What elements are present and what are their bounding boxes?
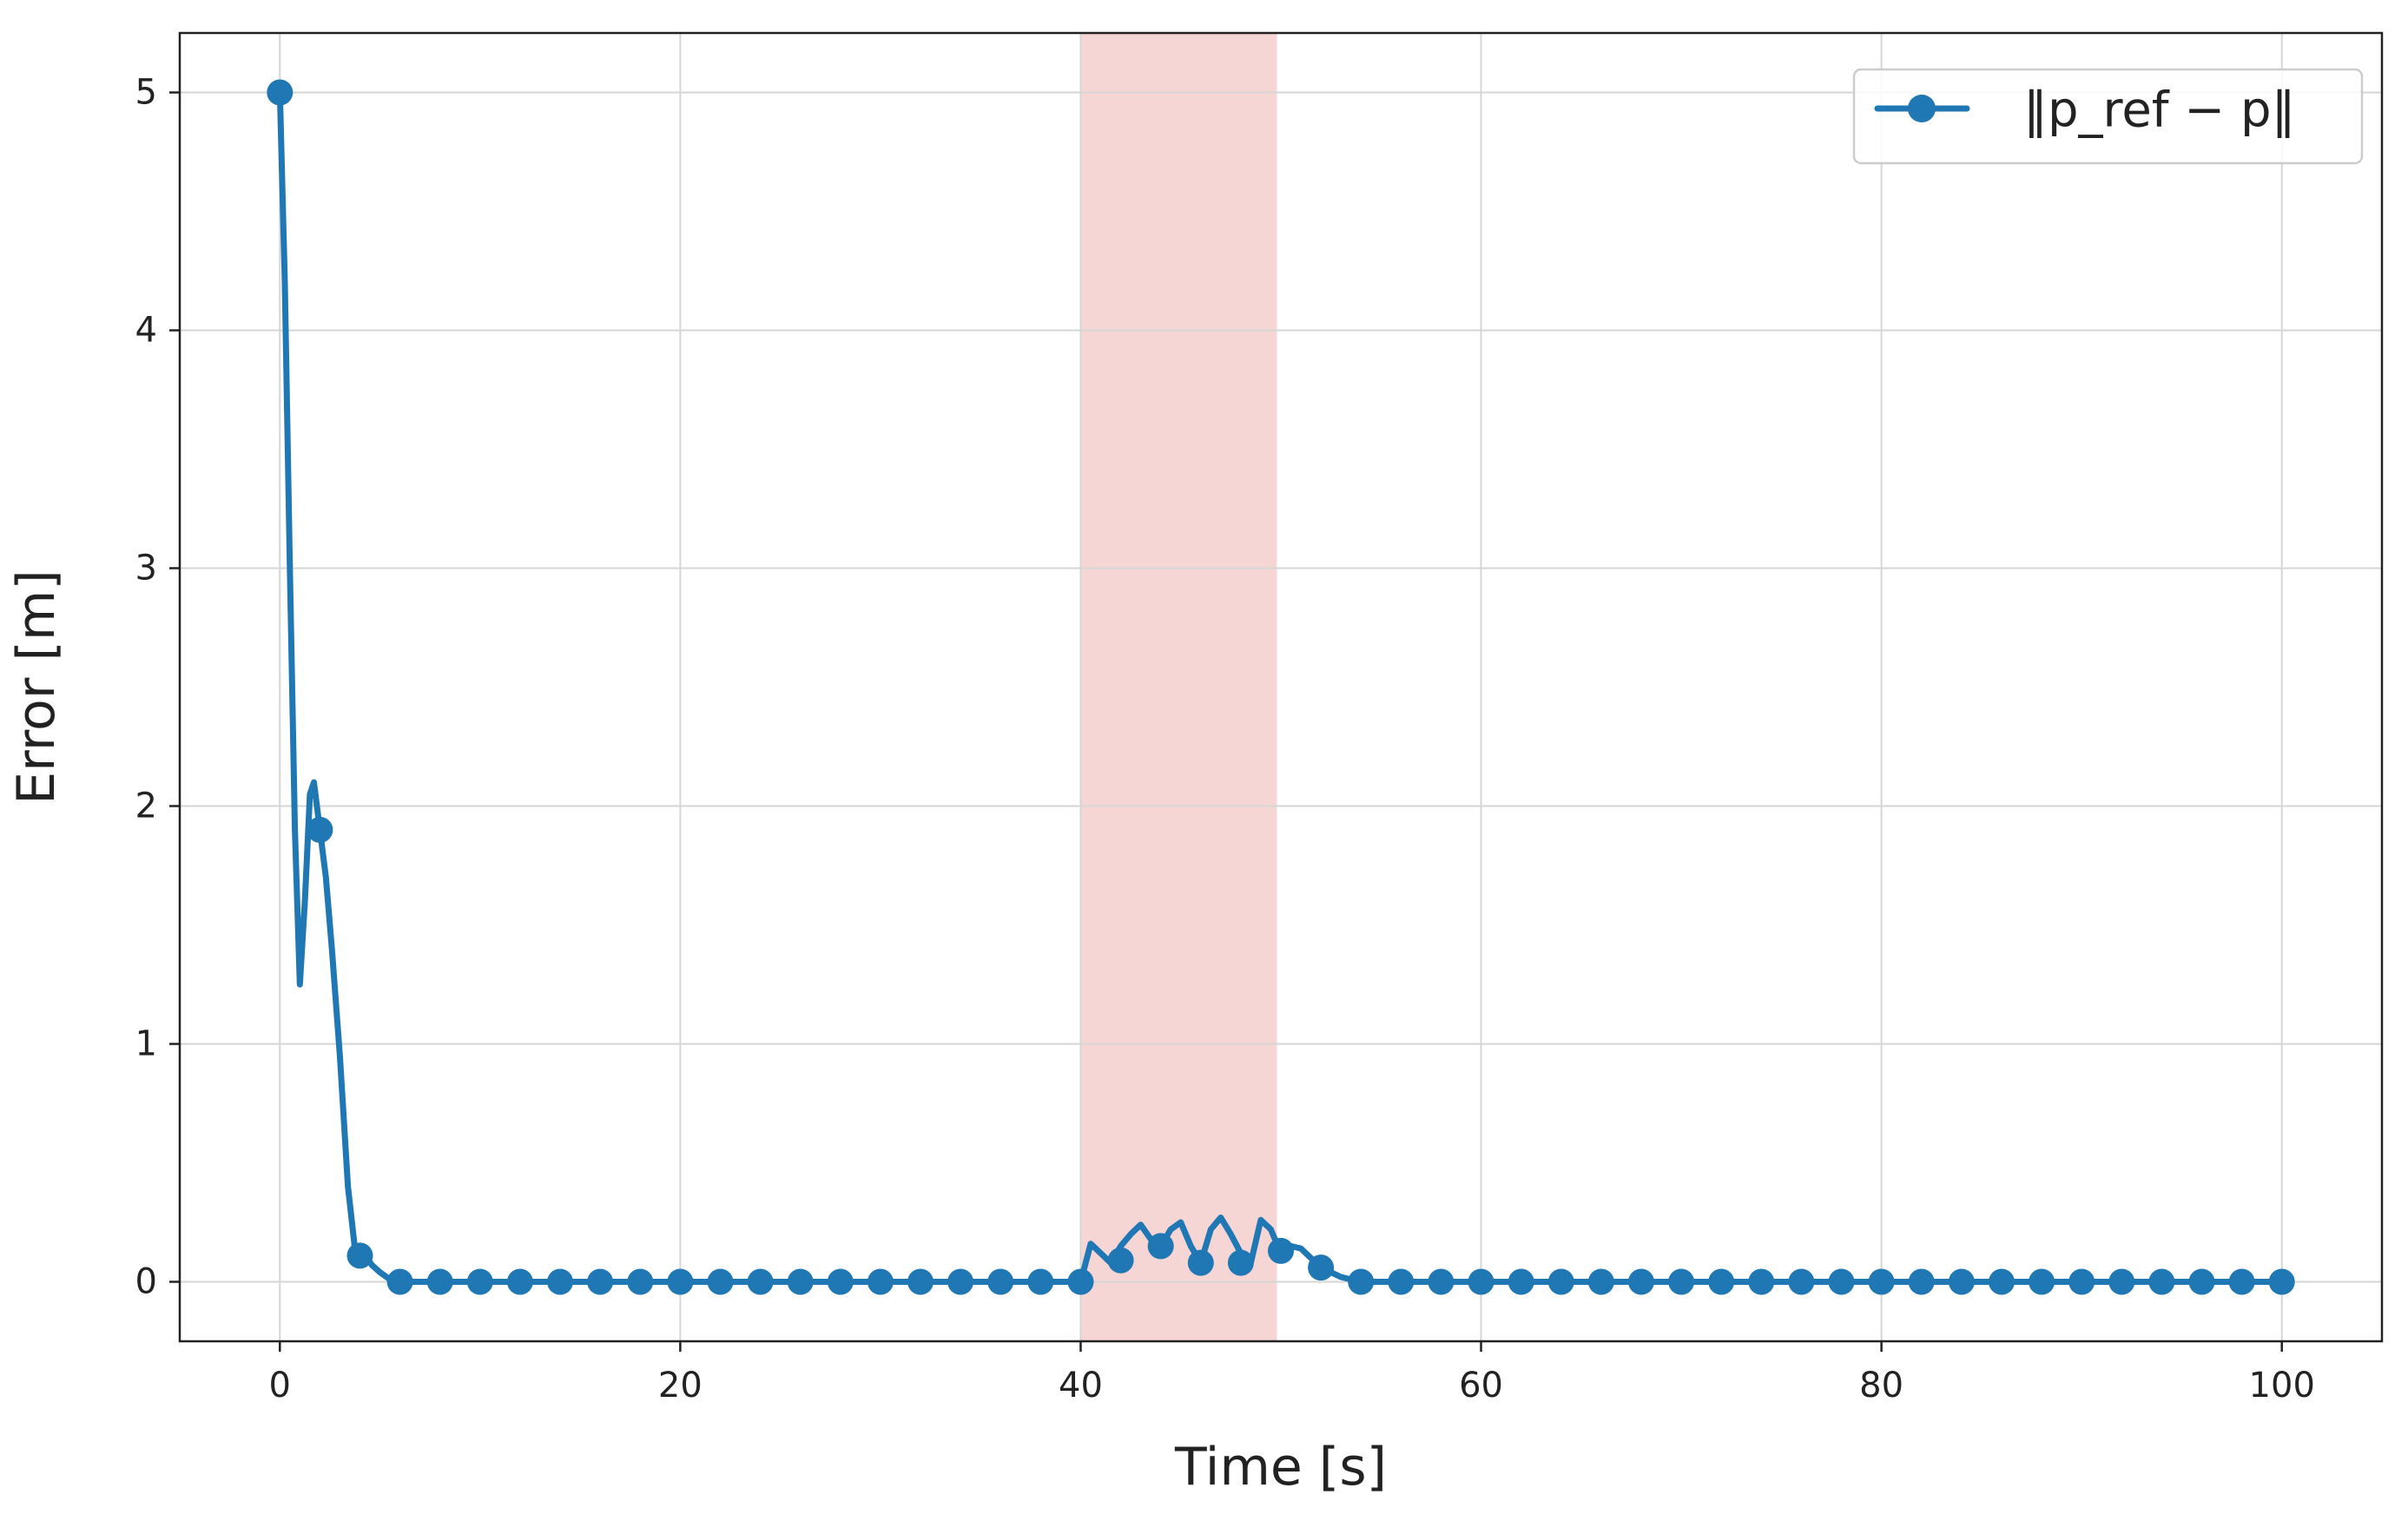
data-point: [587, 1268, 614, 1295]
series-layer: [267, 79, 2295, 1295]
data-point: [1308, 1254, 1335, 1281]
data-point: [627, 1268, 654, 1295]
data-point: [267, 79, 294, 106]
data-point: [1948, 1268, 1975, 1295]
data-point: [1067, 1268, 1094, 1295]
shaded-region: [1080, 33, 1277, 1341]
data-point: [987, 1268, 1014, 1295]
y-axis-title: Error [m]: [6, 569, 67, 805]
x-tick-label: 0: [269, 1366, 291, 1406]
data-point: [1107, 1247, 1134, 1274]
data-point: [2148, 1268, 2175, 1295]
data-point: [1468, 1268, 1494, 1295]
x-tick-label: 40: [1059, 1366, 1103, 1406]
data-point: [386, 1268, 413, 1295]
data-point: [1628, 1268, 1654, 1295]
legend-marker-swatch: [1908, 95, 1936, 122]
data-point: [787, 1268, 814, 1295]
y-tick-label: 5: [135, 73, 157, 113]
legend-box: [1852, 68, 2364, 165]
data-point: [907, 1268, 934, 1295]
y-tick-label: 2: [135, 787, 157, 826]
x-tick-label: 100: [2249, 1366, 2315, 1406]
data-point: [1147, 1233, 1174, 1260]
data-point: [707, 1268, 734, 1295]
data-point: [1507, 1268, 1534, 1295]
data-point: [307, 816, 333, 843]
legend-entry-label: ‖p_ref − p‖: [2023, 82, 2296, 139]
data-point: [1547, 1268, 1574, 1295]
shaded-region-layer: [1080, 33, 1277, 1341]
data-point: [1428, 1268, 1455, 1295]
data-point: [1268, 1237, 1294, 1264]
data-point: [2108, 1268, 2135, 1295]
data-point: [947, 1268, 974, 1295]
y-tick-label: 0: [135, 1262, 157, 1302]
data-point: [1989, 1268, 2015, 1295]
data-point: [1668, 1268, 1695, 1295]
x-tick-label: 80: [1859, 1366, 1903, 1406]
data-point: [867, 1268, 894, 1295]
legend: ‖p_ref − p‖: [1852, 68, 2364, 165]
data-point: [1908, 1268, 1935, 1295]
data-point: [1708, 1268, 1735, 1295]
data-point: [1788, 1268, 1815, 1295]
tick-layer: 0 20 40 60 80 100 0 1 2 3 4 5: [135, 73, 2315, 1406]
data-point: [2268, 1268, 2295, 1295]
data-point: [506, 1268, 533, 1295]
x-tick-label: 60: [1459, 1366, 1503, 1406]
x-tick-label: 20: [658, 1366, 703, 1406]
data-point: [1388, 1268, 1415, 1295]
data-point: [2068, 1268, 2095, 1295]
y-tick-label: 1: [135, 1024, 157, 1064]
data-point: [667, 1268, 694, 1295]
data-point: [1348, 1268, 1375, 1295]
data-point: [466, 1268, 493, 1295]
y-tick-label: 3: [135, 549, 157, 589]
data-point: [1828, 1268, 1855, 1295]
data-point: [2228, 1268, 2255, 1295]
data-point: [2188, 1268, 2215, 1295]
data-point: [547, 1268, 573, 1295]
data-point: [827, 1268, 854, 1295]
x-axis-title: Time [s]: [1174, 1437, 1387, 1498]
data-point: [2029, 1268, 2055, 1295]
data-point: [426, 1268, 453, 1295]
data-point: [1027, 1268, 1054, 1295]
data-point: [346, 1242, 373, 1269]
data-point: [747, 1268, 774, 1295]
data-point: [1748, 1268, 1775, 1295]
data-point: [1868, 1268, 1895, 1295]
y-tick-label: 4: [135, 311, 157, 351]
data-point: [1587, 1268, 1614, 1295]
data-point: [1227, 1249, 1254, 1276]
plot-frame: [178, 31, 2384, 1343]
data-point: [1187, 1249, 1214, 1276]
